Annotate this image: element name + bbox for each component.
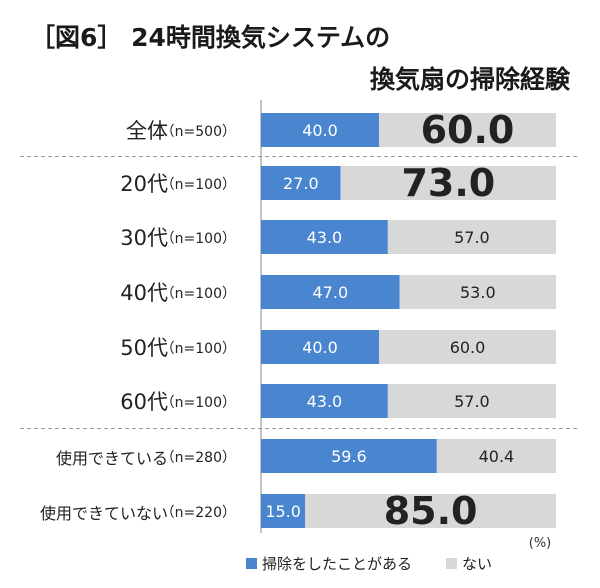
data-label: 85.0 <box>384 489 478 533</box>
data-label: 40.0 <box>302 121 338 140</box>
data-label: 60.0 <box>450 338 486 357</box>
unit-label: (%) <box>529 536 552 551</box>
category-n-label: （n=220） <box>161 505 236 521</box>
chart-title-line1: ［図6］ 24時間換気システムの <box>30 23 391 52</box>
data-label: 43.0 <box>307 228 343 247</box>
data-label: 47.0 <box>313 283 349 302</box>
category-label: 30代 <box>120 226 168 250</box>
category-n-label: （n=100） <box>161 395 236 411</box>
legend-swatch <box>246 558 257 569</box>
data-label: 57.0 <box>454 228 490 247</box>
data-label: 15.0 <box>265 502 301 521</box>
bar-segment-cleaned <box>261 113 379 147</box>
data-label: 60.0 <box>421 108 515 152</box>
category-n-label: （n=280） <box>161 450 236 466</box>
bar-segment-not-cleaned <box>379 330 556 364</box>
category-label: 使用できている <box>56 449 168 468</box>
data-label: 73.0 <box>401 161 495 205</box>
bar-segment-not-cleaned <box>305 494 556 528</box>
bar-segment-not-cleaned <box>379 113 556 147</box>
legend-label: 掃除をしたことがある <box>262 555 412 573</box>
category-label: 60代 <box>120 390 168 414</box>
chart-title-line2: 換気扇の掃除経験 <box>369 65 570 94</box>
bar-segment-not-cleaned <box>340 166 556 200</box>
category-n-label: （n=500） <box>161 124 236 140</box>
category-label: 全体 <box>126 119 168 143</box>
legend-label: ない <box>462 555 492 573</box>
data-label: 53.0 <box>460 283 496 302</box>
bar-segment-not-cleaned <box>387 220 556 254</box>
legend-swatch <box>446 558 457 569</box>
bar-segment-not-cleaned <box>387 384 556 418</box>
bar-segment-cleaned <box>261 220 388 254</box>
category-label: 20代 <box>120 172 168 196</box>
bar-segment-not-cleaned <box>399 275 556 309</box>
data-label: 57.0 <box>454 392 490 411</box>
data-label: 59.6 <box>331 447 367 466</box>
bar-segment-cleaned <box>261 494 306 528</box>
data-label: 40.0 <box>302 338 338 357</box>
bar-segment-cleaned <box>261 330 379 364</box>
data-label: 40.4 <box>479 447 515 466</box>
category-label: 使用できていない <box>40 504 168 523</box>
category-n-label: （n=100） <box>161 341 236 357</box>
category-n-label: （n=100） <box>161 286 236 302</box>
bar-segment-cleaned <box>261 384 388 418</box>
category-label: 40代 <box>120 281 168 305</box>
bar-segment-cleaned <box>261 275 400 309</box>
data-label: 27.0 <box>283 174 319 193</box>
category-n-label: （n=100） <box>161 177 236 193</box>
bar-segment-cleaned <box>261 166 341 200</box>
category-n-label: （n=100） <box>161 231 236 247</box>
data-label: 43.0 <box>307 392 343 411</box>
category-label: 50代 <box>120 336 168 360</box>
bar-segment-cleaned <box>261 439 437 473</box>
bar-segment-not-cleaned <box>436 439 556 473</box>
